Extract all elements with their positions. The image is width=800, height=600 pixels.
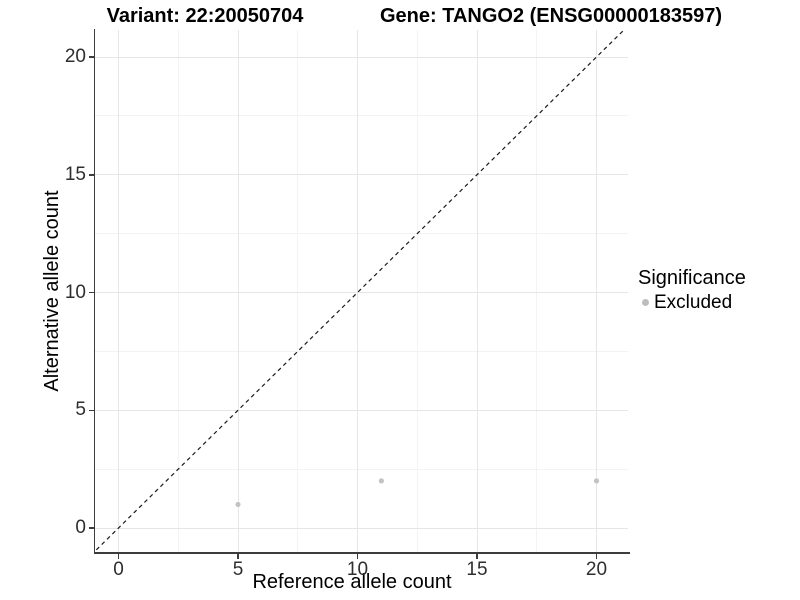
gridline-x-minor [297, 30, 299, 552]
gridline-y-minor [95, 468, 628, 470]
gridline-x-major [357, 30, 358, 552]
x-tick-mark [476, 553, 478, 559]
x-tick-mark [595, 553, 598, 559]
y-tick-mark [88, 527, 94, 529]
variant-title: Variant: 22:20050704 [106, 5, 304, 27]
x-tick-label: 0 [113, 559, 124, 580]
y-tick-mark [88, 174, 94, 176]
gridline-x-major [476, 30, 478, 552]
gridline-y-major [95, 56, 628, 58]
gridline-y-minor [95, 233, 628, 235]
x-tick-mark [117, 553, 120, 559]
gridline-x-minor [177, 30, 179, 552]
y-tick-label: 5 [75, 399, 86, 421]
gridline-y-minor [95, 115, 628, 117]
y-tick-label: 0 [75, 517, 86, 538]
plot-panel [95, 30, 628, 552]
gridline-y-major [95, 292, 628, 293]
y-tick-label: 15 [64, 163, 86, 185]
y-tick-label: 20 [64, 46, 86, 67]
legend-item-excluded: Excluded [642, 292, 746, 313]
gridline-x-major [118, 30, 119, 552]
data-point [378, 478, 384, 484]
x-tick-mark [237, 553, 239, 559]
x-tick-label: 20 [585, 559, 608, 580]
y-axis-line [93, 29, 95, 554]
y-tick-mark [88, 291, 94, 294]
gridline-x-minor [536, 30, 538, 552]
x-tick-label: 15 [466, 559, 488, 580]
gridline-y-minor [95, 350, 628, 352]
legend-point-swatch [642, 299, 649, 306]
legend: Significance Excluded [638, 267, 746, 313]
data-point [235, 501, 241, 508]
x-tick-label: 10 [346, 559, 369, 580]
data-point [593, 478, 600, 484]
gridline-y-major [95, 409, 628, 411]
gridline-x-minor [416, 30, 418, 552]
gene-title: Gene: TANGO2 (ENSG00000183597) [379, 5, 723, 27]
y-tick-mark [88, 409, 94, 411]
legend-title: Significance [638, 267, 746, 289]
x-axis-line [93, 552, 630, 554]
x-tick-mark [356, 553, 359, 559]
gridline-x-major [596, 30, 597, 552]
plot-canvas [95, 30, 625, 552]
legend-item-label: Excluded [654, 292, 733, 313]
identity-dashed-line [95, 30, 625, 552]
gridline-y-major [95, 527, 628, 529]
x-axis-title: Reference allele count [252, 571, 452, 593]
gridline-y-major [95, 174, 628, 176]
y-tick-mark [88, 56, 94, 58]
x-tick-label: 5 [232, 559, 244, 580]
y-tick-label: 10 [64, 281, 86, 303]
gridline-x-major [237, 30, 239, 552]
